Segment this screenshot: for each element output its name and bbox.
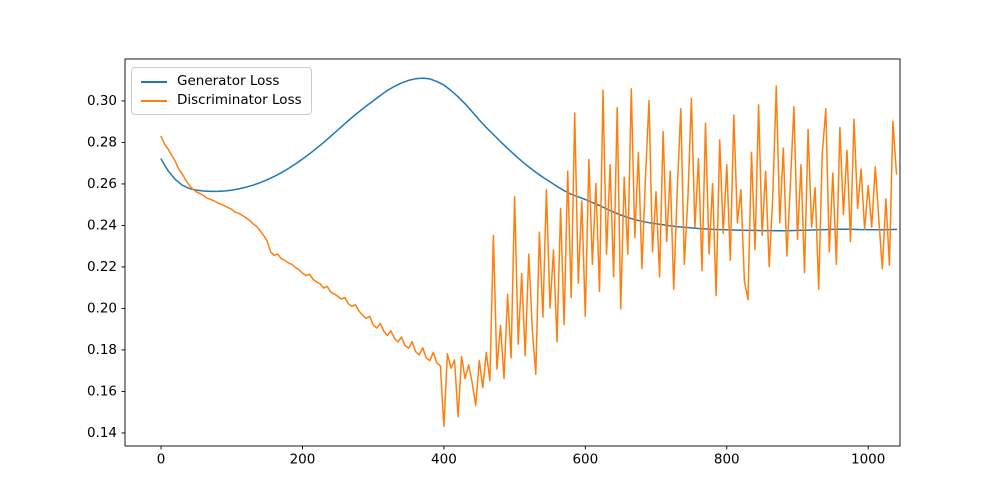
- y-tick-label: 0.22: [87, 259, 117, 275]
- y-tick-label: 0.14: [87, 425, 117, 441]
- x-tick-label: 600: [572, 452, 598, 468]
- y-tick-label: 0.28: [87, 134, 117, 150]
- x-tick-label: 400: [431, 452, 457, 468]
- generator-loss-line: [160, 77, 898, 232]
- y-tick-label: 0.20: [87, 300, 117, 316]
- y-tick-label: 0.26: [87, 176, 117, 192]
- y-tick-label: 0.16: [87, 383, 117, 399]
- plot-spines: [124, 58, 901, 447]
- y-tick-label: 0.30: [87, 93, 117, 109]
- discriminator-loss-line: [160, 85, 898, 428]
- legend-item-generator-loss: Generator Loss: [141, 72, 302, 91]
- x-tick-label: 800: [714, 452, 740, 468]
- x-tick-label: 200: [290, 452, 316, 468]
- legend-label-generator-loss: Generator Loss: [177, 73, 280, 89]
- x-tick-label: 0: [157, 452, 166, 468]
- legend-item-discriminator-loss: Discriminator Loss: [141, 91, 302, 110]
- y-tick-label: 0.18: [87, 342, 117, 358]
- y-tick-label: 0.24: [87, 217, 117, 233]
- discriminator-loss-swatch-icon: [141, 99, 167, 102]
- x-tick-label: 1000: [851, 452, 885, 468]
- generator-loss-swatch-icon: [141, 80, 167, 83]
- legend-label-discriminator-loss: Discriminator Loss: [177, 92, 302, 108]
- legend: Generator Loss Discriminator Loss: [131, 67, 312, 115]
